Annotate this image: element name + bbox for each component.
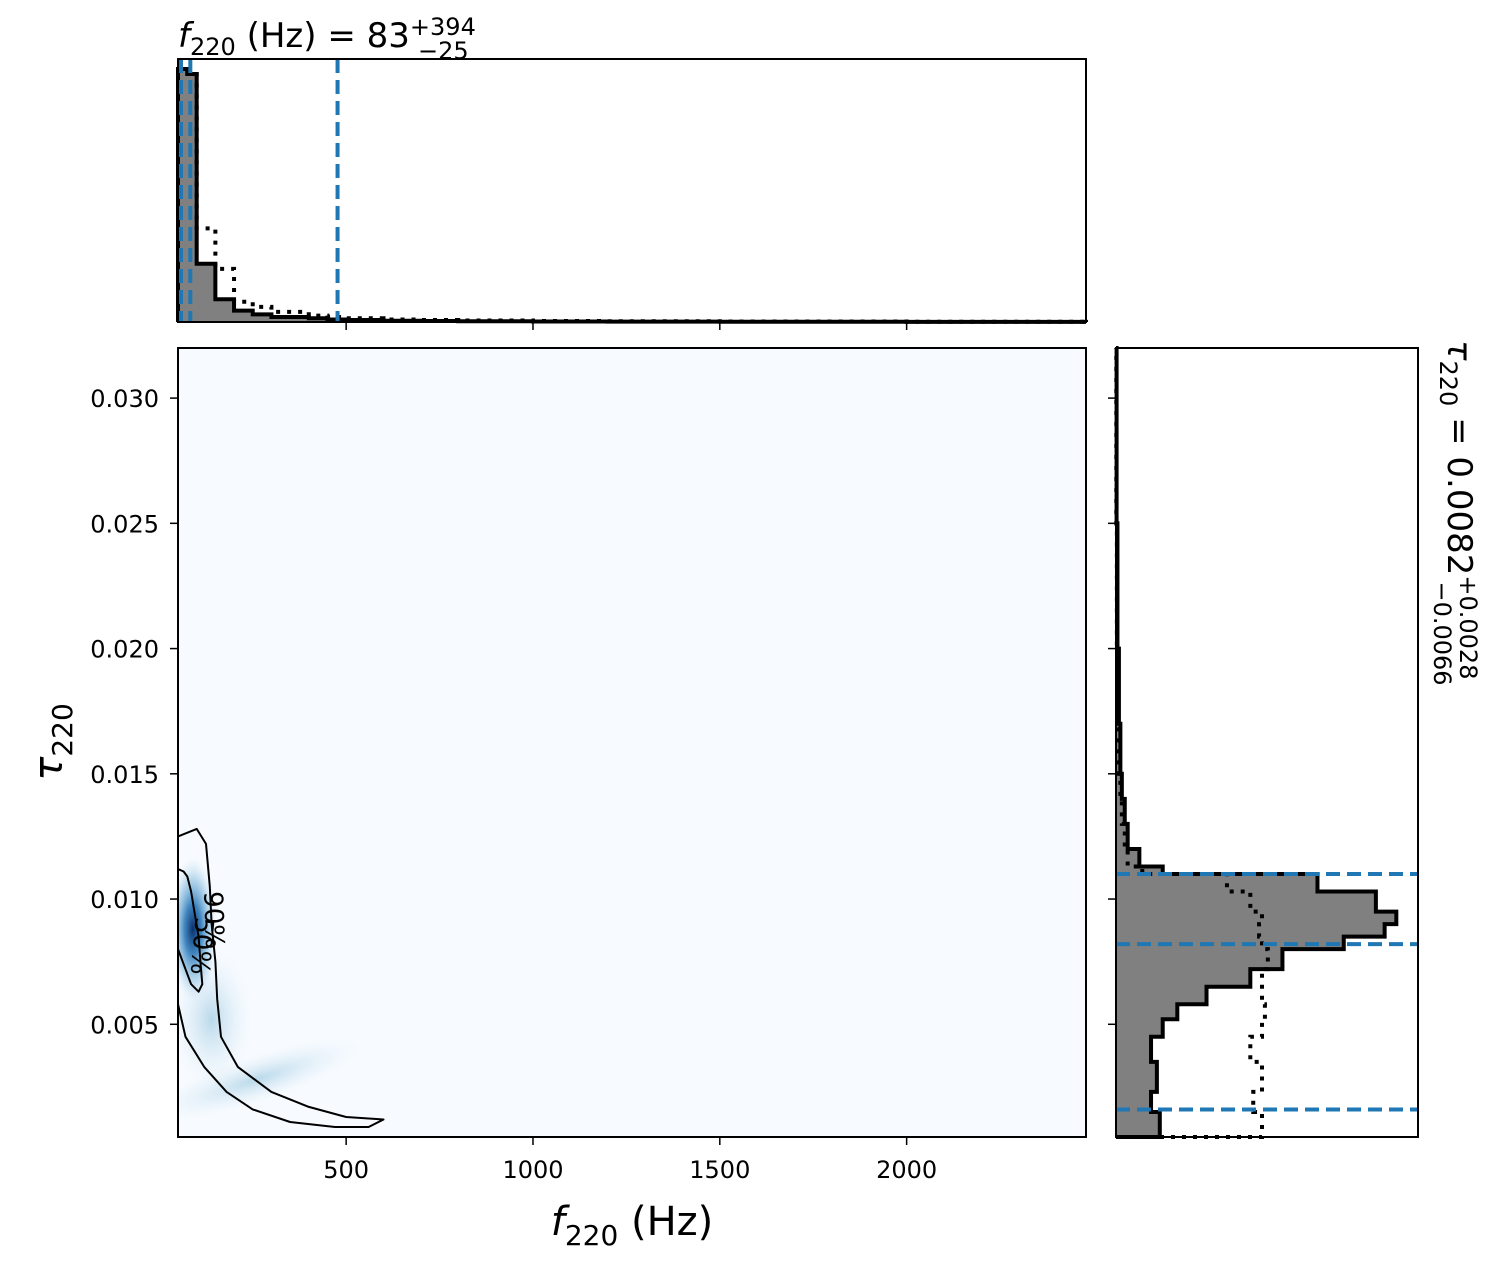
top-prior-outline xyxy=(176,67,1088,324)
y-tick-label: 0.025 xyxy=(90,510,159,538)
top-title-lower: −25 xyxy=(418,37,469,65)
y-axis-title-subscript: 220 xyxy=(46,703,79,756)
top-title-upper: +394 xyxy=(410,13,476,41)
right-title-upper: +0.0028 xyxy=(1454,575,1482,679)
x-tick-label: 500 xyxy=(323,1156,369,1184)
contour-label-50: 50% xyxy=(184,916,219,976)
y-tick-label: 0.020 xyxy=(90,636,159,664)
right-marginal-title: τ220 = 0.0082+0.0028−0.0066 xyxy=(1428,340,1482,686)
joint-density-ticks: 500 1000 1500 2000 0.005 0.010 0.015 0.020 0.025… xyxy=(90,385,937,1184)
top-title-subscript: 220 xyxy=(190,33,236,61)
top-marginal-frame xyxy=(177,58,1087,323)
y-tick-label: 0.005 xyxy=(90,1011,159,1039)
right-prior-outline xyxy=(1114,346,1270,1139)
right-marginal-histogram xyxy=(1114,346,1418,1139)
y-tick-label: 0.010 xyxy=(90,886,159,914)
contour-90pct xyxy=(178,827,385,1128)
joint-density-panel: 90%50% 500 1000 1500 2000 0.005 0.010 0.015 0.0… xyxy=(26,347,1087,1252)
top-posterior-outline xyxy=(176,67,1088,324)
contour-label-90: 90% xyxy=(197,891,229,950)
x-axis-title-unit: (Hz) xyxy=(618,1199,713,1245)
right-posterior-fill xyxy=(1116,348,1397,1137)
right-title-symbol: τ xyxy=(1439,340,1479,361)
x-axis-title-subscript: 220 xyxy=(565,1219,618,1252)
y-tick-label: 0.015 xyxy=(90,761,159,789)
top-marginal-ticks xyxy=(345,322,908,330)
top-marginal-histogram xyxy=(176,59,1088,324)
contour-50pct xyxy=(178,868,204,993)
top-marginal-panel: f220 (Hz) = 83+394 −25 xyxy=(176,13,1088,330)
joint-density-background xyxy=(178,348,1086,1137)
right-marginal-ticks xyxy=(1108,397,1116,1026)
right-marginal-panel: τ220 = 0.0082+0.0028−0.0066 xyxy=(1108,340,1482,1139)
joint-density-frame xyxy=(177,347,1087,1138)
right-posterior-outline xyxy=(1114,346,1399,1139)
right-title-lower: −0.0066 xyxy=(1428,581,1456,685)
x-axis-title: f220 (Hz) xyxy=(551,1199,714,1252)
x-tick-label: 1500 xyxy=(689,1156,750,1184)
top-posterior-fill xyxy=(178,69,1086,322)
right-marginal-frame xyxy=(1115,347,1419,1138)
density-tail xyxy=(178,1038,362,1121)
top-title-value: (Hz) = 83 xyxy=(236,16,410,56)
y-axis-title-symbol: τ xyxy=(26,756,72,781)
joint-density-contours: 90%50% xyxy=(178,827,385,1128)
x-tick-label: 2000 xyxy=(876,1156,937,1184)
y-tick-label: 0.030 xyxy=(90,385,159,413)
right-title-value: = 0.0082 xyxy=(1439,406,1479,575)
x-tick-label: 1000 xyxy=(502,1156,563,1184)
right-title-subscript: 220 xyxy=(1434,360,1462,406)
y-axis-title: τ220 xyxy=(26,703,79,781)
top-marginal-title: f220 (Hz) = 83+394 −25 xyxy=(178,13,476,65)
